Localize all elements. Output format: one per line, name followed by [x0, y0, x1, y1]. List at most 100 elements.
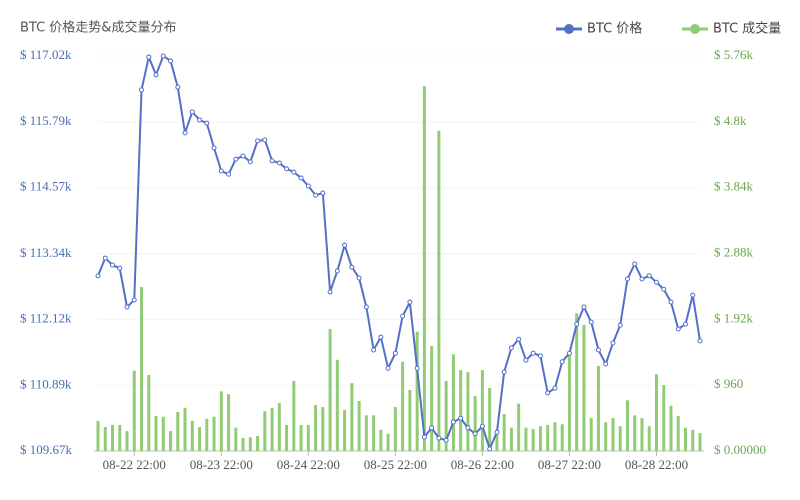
volume-bar [669, 405, 673, 451]
price-point [291, 169, 297, 175]
volume-bar [205, 418, 209, 451]
price-point [414, 365, 420, 371]
price-point [581, 304, 587, 310]
price-point [378, 334, 384, 340]
volume-bar [103, 426, 107, 451]
price-point [276, 160, 282, 166]
volume-bar [176, 411, 180, 451]
volume-bar [248, 437, 252, 451]
x-tick-label: 08-27 22:00 [538, 457, 601, 472]
price-point [436, 435, 442, 441]
y-tick-label: $ 112.12k [20, 310, 72, 325]
price-point [392, 350, 398, 356]
price-line [97, 53, 701, 452]
volume-bar [401, 361, 405, 451]
volume-bar [212, 416, 216, 451]
price-point [552, 385, 558, 391]
volume-bar [625, 400, 629, 451]
volume-bar [676, 416, 680, 451]
x-tick-label: 08-28 22:00 [625, 457, 688, 472]
price-point [284, 166, 290, 172]
volume-bar [459, 370, 463, 451]
volume-bar [241, 437, 245, 451]
price-point [472, 431, 478, 437]
volume-bar [538, 426, 542, 451]
y2-tick-label: $ 1.92k [714, 310, 754, 325]
y-tick-label: $ 115.79k [20, 113, 72, 128]
y2-tick-label: $ 960 [714, 376, 743, 391]
price-point [247, 159, 253, 165]
price-point [443, 437, 449, 443]
volume-bar [531, 429, 535, 451]
volume-bar [444, 381, 448, 451]
y2-tick-label: $ 4.8k [714, 113, 747, 128]
y-tick-label: $ 114.57k [20, 179, 72, 194]
volume-bar [372, 415, 376, 451]
price-point [653, 279, 659, 285]
price-point [218, 168, 224, 174]
legend-item: BTC 成交量 [682, 21, 781, 37]
legend-label: BTC 价格 [587, 21, 642, 37]
price-point [588, 319, 594, 325]
y-tick-label: $ 110.89k [20, 376, 72, 391]
price-point [487, 446, 493, 452]
volume-bar [328, 328, 332, 451]
price-point [697, 338, 703, 344]
price-point [661, 286, 667, 292]
volume-bar [422, 86, 426, 451]
price-point [349, 264, 355, 270]
price-point [458, 415, 464, 421]
price-point [682, 321, 688, 327]
volume-bar [234, 427, 238, 451]
price-point [226, 171, 232, 177]
volume-bar [190, 420, 194, 451]
price-point [197, 117, 203, 123]
price-point [182, 130, 188, 136]
volume-bar [285, 424, 289, 451]
volume-bar [161, 416, 165, 451]
volume-bar [502, 413, 506, 451]
volume-bar [306, 424, 310, 451]
x-tick-label: 08-22 22:00 [103, 457, 166, 472]
price-point [95, 273, 101, 279]
volume-bar [96, 421, 100, 451]
volume-bar [140, 287, 144, 451]
volume-bar [350, 383, 354, 451]
volume-bar [698, 433, 702, 451]
y2-tick-label: $ 3.84k [714, 179, 754, 194]
legend-label: BTC 成交量 [713, 21, 781, 37]
y-tick-label: $ 117.02k [20, 47, 72, 62]
price-point [327, 289, 333, 295]
price-point [356, 275, 362, 281]
price-point [175, 84, 181, 90]
price-point [204, 120, 210, 126]
volume-bar [430, 346, 434, 451]
volume-bar [343, 409, 347, 451]
price-point [465, 425, 471, 431]
volume-bar [292, 381, 296, 451]
price-point [690, 292, 696, 298]
price-point [305, 183, 311, 189]
volume-bar [618, 426, 622, 451]
volume-bar [321, 407, 325, 451]
volume-bar [118, 424, 122, 451]
price-point [102, 255, 108, 261]
price-point [566, 350, 572, 356]
volume-bar [393, 407, 397, 451]
price-point [479, 423, 485, 429]
volume-bar [466, 372, 470, 451]
volume-bar [495, 429, 499, 451]
legend-item: BTC 价格 [556, 21, 642, 37]
price-point [400, 313, 406, 319]
price-point [603, 361, 609, 367]
price-point [523, 357, 529, 363]
x-tick-label: 08-26 22:00 [451, 457, 514, 472]
price-point [407, 299, 413, 305]
y2-tick-label: $ 2.88k [714, 244, 754, 259]
volume-bar [314, 405, 318, 451]
volume-bar [147, 374, 151, 451]
volume-bar [256, 435, 260, 451]
price-point [545, 390, 551, 396]
volume-bar [582, 324, 586, 451]
volume-bar [132, 370, 136, 451]
